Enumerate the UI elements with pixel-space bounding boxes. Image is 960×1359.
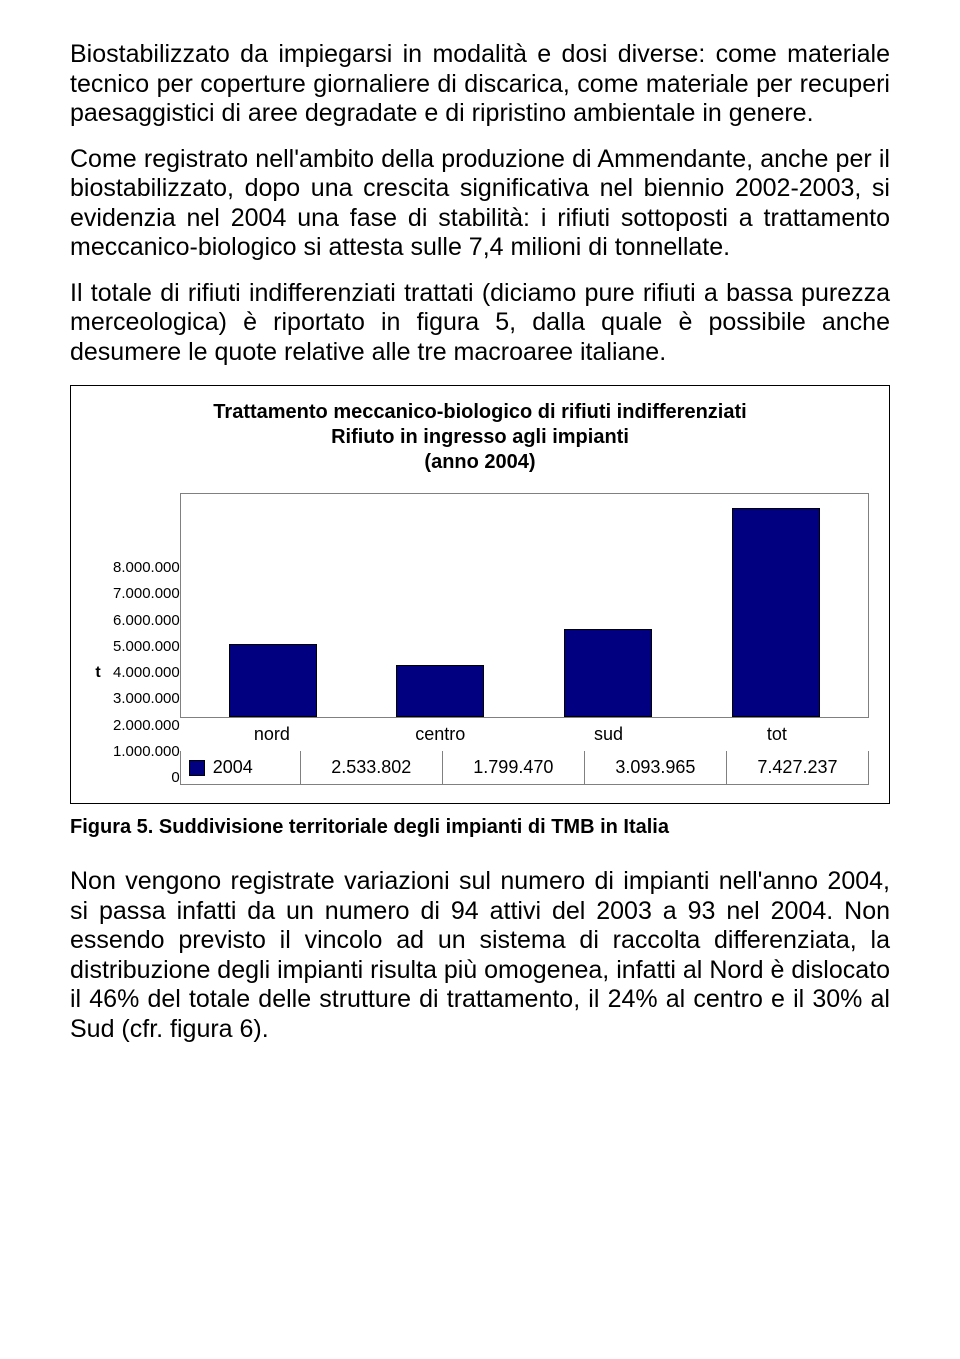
xtick: centro [397,724,483,745]
ytick: 7.000.000 [113,586,180,601]
ytick: 8.000.000 [113,560,180,575]
bar-tot [732,508,820,717]
ytick: 2.000.000 [113,718,180,733]
bar-nord [229,644,317,717]
plot-wrapper: nord centro sud tot 2004 2.533.802 1.799… [180,493,869,785]
chart-container: Trattamento meccanico-biologico di rifiu… [70,385,890,804]
ytick: 6.000.000 [113,613,180,628]
bar-sud [564,629,652,717]
ytick: 3.000.000 [113,691,180,706]
ytick: 5.000.000 [113,639,180,654]
chart-title-line1: Trattamento meccanico-biologico di rifiu… [213,401,746,423]
ytick: 1.000.000 [113,744,180,759]
bar-centro [396,665,484,717]
plot-area [180,493,869,718]
y-axis-label: t [91,664,105,682]
document-page: Biostabilizzato da impiegarsi in modalit… [0,0,960,1120]
xtick: tot [734,724,820,745]
figure-caption: Figura 5. Suddivisione territoriale degl… [70,816,890,839]
legend-value-centro: 1.799.470 [443,751,585,784]
paragraph-3: Il totale di rifiuti indifferenziati tra… [70,279,890,368]
chart-title-line3: (anno 2004) [424,451,535,473]
chart-body: t 8.000.000 7.000.000 6.000.000 5.000.00… [91,493,869,785]
legend-year-cell: 2004 [181,751,301,784]
legend-value-sud: 3.093.965 [585,751,727,784]
paragraph-2: Come registrato nell'ambito della produz… [70,145,890,263]
chart-title: Trattamento meccanico-biologico di rifiu… [91,400,869,475]
x-axis-ticks: nord centro sud tot [180,724,869,745]
caption-prefix: Figura 5. [70,816,159,838]
legend-table: 2004 2.533.802 1.799.470 3.093.965 7.427… [180,751,869,785]
chart-title-line2: Rifiuto in ingresso agli impianti [331,426,629,448]
legend-year-label: 2004 [213,757,253,778]
legend-value-tot: 7.427.237 [727,751,868,784]
ytick: 0 [171,770,179,785]
legend-swatch-icon [189,760,205,776]
y-axis-ticks: 8.000.000 7.000.000 6.000.000 5.000.000 … [113,560,180,785]
paragraph-4: Non vengono registrate variazioni sul nu… [70,867,890,1044]
caption-text: Suddivisione territoriale degli impianti… [159,816,669,838]
xtick: sud [566,724,652,745]
legend-value-nord: 2.533.802 [301,751,443,784]
ytick: 4.000.000 [113,665,180,680]
paragraph-1: Biostabilizzato da impiegarsi in modalit… [70,40,890,129]
xtick: nord [229,724,315,745]
y-axis: t 8.000.000 7.000.000 6.000.000 5.000.00… [91,560,180,785]
